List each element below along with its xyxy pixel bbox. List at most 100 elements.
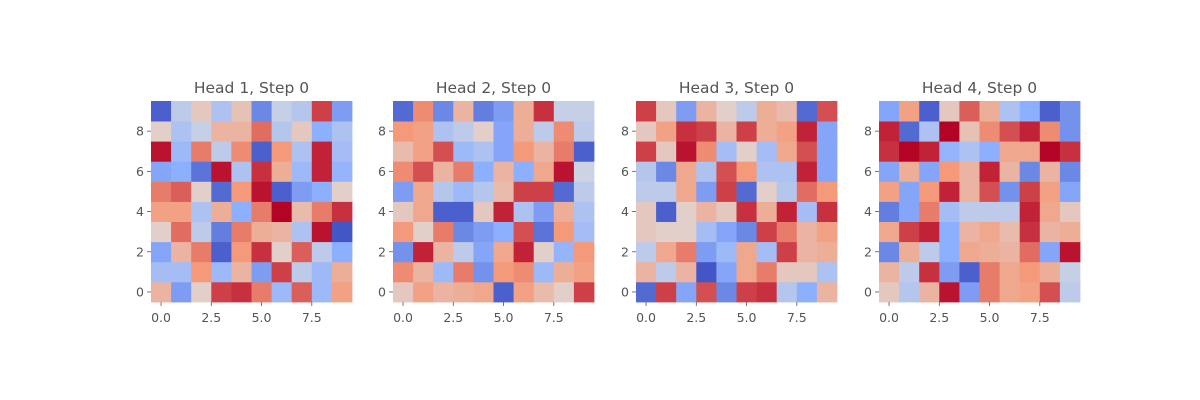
heatmap-cell <box>736 121 757 142</box>
heatmap-cell <box>211 221 232 243</box>
heatmap-cell <box>393 221 414 243</box>
heatmap-cell <box>311 121 333 142</box>
heatmap-cell <box>553 121 575 142</box>
heatmap-cell <box>473 201 494 222</box>
heatmap-cell <box>171 181 192 202</box>
heatmap-cell <box>151 241 172 263</box>
heatmap-cell <box>676 241 697 263</box>
heatmap-cell <box>453 121 474 142</box>
heatmap-cell <box>513 261 535 283</box>
heatmap-cell <box>251 101 272 122</box>
x-tick-label: 0.0 <box>636 310 656 325</box>
heatmap-cell <box>171 281 192 303</box>
heatmap-cell <box>311 221 333 243</box>
heatmap-cell <box>776 181 798 202</box>
heatmap-cell <box>656 181 677 202</box>
heatmap-cell <box>756 141 778 162</box>
heatmap-cell <box>959 281 980 303</box>
heatmap-cell <box>776 241 798 263</box>
heatmap-cell <box>573 241 595 263</box>
heatmap-cell <box>493 181 514 202</box>
panel-title: Head 2, Step 0 <box>436 79 551 97</box>
heatmap-cell <box>433 161 454 182</box>
heatmap-cell <box>636 141 657 162</box>
heatmap-cell <box>331 281 353 303</box>
heatmap-cell <box>879 181 900 202</box>
heatmap-cell <box>899 221 920 243</box>
y-tick-label: 4 <box>136 204 144 219</box>
heatmap-cell <box>636 181 657 202</box>
heatmap-cell <box>513 201 535 222</box>
heatmap-cell <box>816 181 838 202</box>
heatmap-cell <box>636 281 657 303</box>
heatmap-cell <box>291 101 313 122</box>
heatmap-cell <box>433 201 454 222</box>
heatmap-cell <box>291 281 313 303</box>
heatmap-cell <box>311 241 333 263</box>
heatmap-cell <box>676 101 697 122</box>
heatmap-cell <box>756 181 778 202</box>
heatmap-cell <box>413 141 434 162</box>
heatmap-cell <box>959 221 980 243</box>
heatmap-cell <box>413 161 434 182</box>
heatmap-cell <box>899 201 920 222</box>
heatmap-cell <box>999 161 1021 182</box>
heatmap-panel-3: Head 3, Step 0 0.0 2.5 5.0 7.5 0 2 4 6 8 <box>621 79 838 325</box>
heatmap-cell <box>979 121 1000 142</box>
y-tick-label: 8 <box>864 124 872 139</box>
heatmap-cell <box>879 101 900 122</box>
heatmap-cell <box>676 141 697 162</box>
heatmap-cell <box>979 241 1000 263</box>
heatmap-cell <box>473 181 494 202</box>
heatmap-cell <box>231 141 252 162</box>
y-tick-label: 4 <box>378 204 386 219</box>
heatmap-cell <box>331 121 353 142</box>
heatmap-cell <box>573 261 595 283</box>
heatmap-cell <box>716 181 737 202</box>
heatmap-cell <box>533 101 555 122</box>
y-tick-label: 2 <box>136 244 144 259</box>
heatmap-cell <box>636 161 657 182</box>
heatmap-cell <box>251 181 272 202</box>
heatmap-cell <box>211 261 232 283</box>
heatmap-cell <box>251 121 272 142</box>
heatmap-cell <box>796 141 818 162</box>
heatmap-cell <box>433 141 454 162</box>
heatmap-cell <box>736 201 757 222</box>
heatmap-cell <box>736 261 757 283</box>
heatmap-cell <box>796 261 818 283</box>
y-tick-label: 6 <box>136 164 144 179</box>
heatmap-cell <box>676 121 697 142</box>
heatmap-cell <box>553 201 575 222</box>
heatmap-cell <box>513 241 535 263</box>
panel-title: Head 3, Step 0 <box>679 79 794 97</box>
heatmap-cell <box>211 101 232 122</box>
heatmap-cell <box>919 141 940 162</box>
heatmap-cell <box>959 201 980 222</box>
heatmap-cell <box>919 101 940 122</box>
heatmap-cell <box>1019 281 1041 303</box>
heatmap-cell <box>393 181 414 202</box>
heatmap-cell <box>999 101 1021 122</box>
heatmap-cell <box>816 221 838 243</box>
heatmap-cell <box>919 161 940 182</box>
heatmap-cell <box>1059 241 1081 263</box>
heatmap-cell <box>513 221 535 243</box>
heatmap-cell <box>736 101 757 122</box>
x-tick-label: 7.5 <box>544 310 564 325</box>
heatmap-cell <box>636 221 657 243</box>
heatmap-cell <box>171 201 192 222</box>
heatmap-cell <box>331 261 353 283</box>
heatmap-cell <box>151 161 172 182</box>
heatmap-cell <box>776 161 798 182</box>
x-tick-label: 2.5 <box>929 310 949 325</box>
heatmap-cell <box>291 161 313 182</box>
heatmap-cell <box>676 201 697 222</box>
heatmap-cell <box>211 121 232 142</box>
heatmap-cell <box>656 101 677 122</box>
heatmap-cell <box>796 121 818 142</box>
heatmap-cell <box>1019 261 1041 283</box>
heatmap-cell <box>656 201 677 222</box>
heatmap-cell <box>553 281 575 303</box>
heatmap-cell <box>191 241 212 263</box>
